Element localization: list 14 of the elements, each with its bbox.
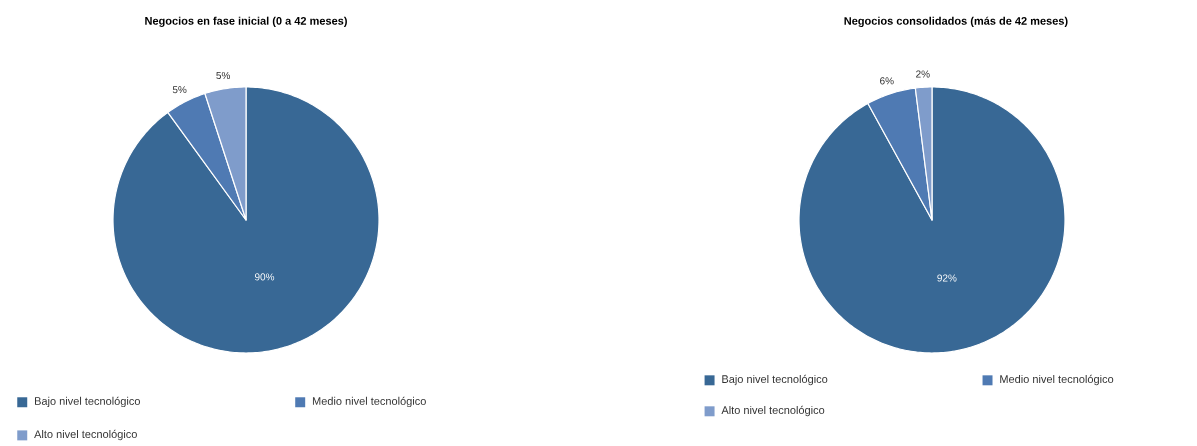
data-label: 90% [254, 273, 275, 281]
data-label: 2% [916, 70, 930, 78]
chart-title: Negocios consolidados (más de 42 meses) [844, 16, 1068, 28]
legend-label: Alto nivel tecnológico [721, 405, 825, 417]
legend-label: Medio nivel tecnológico [312, 396, 426, 408]
data-label: 5% [216, 71, 230, 80]
data-label: 6% [880, 77, 894, 85]
legend-label: Bajo nivel tecnológico [35, 396, 140, 408]
chart-title: Negocios en fase inicial (0 a 42 meses) [145, 16, 347, 27]
legend-label: Medio nivel tecnológico [1000, 374, 1114, 386]
legend-label: Alto nivel tecnológico [34, 429, 137, 441]
legend-label: Bajo nivel tecnológico [722, 374, 828, 386]
data-label: 92% [937, 274, 957, 282]
data-label: 5% [172, 86, 187, 94]
